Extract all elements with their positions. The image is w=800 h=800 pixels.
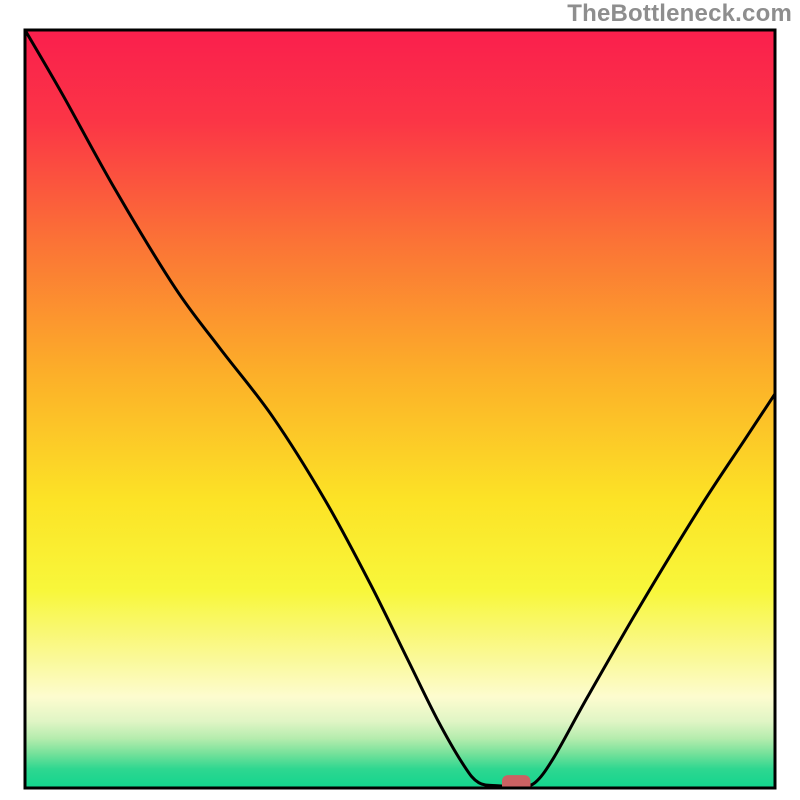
plot-background — [25, 30, 775, 788]
attribution-text: TheBottleneck.com — [567, 0, 792, 28]
bottleneck-chart — [0, 0, 800, 800]
